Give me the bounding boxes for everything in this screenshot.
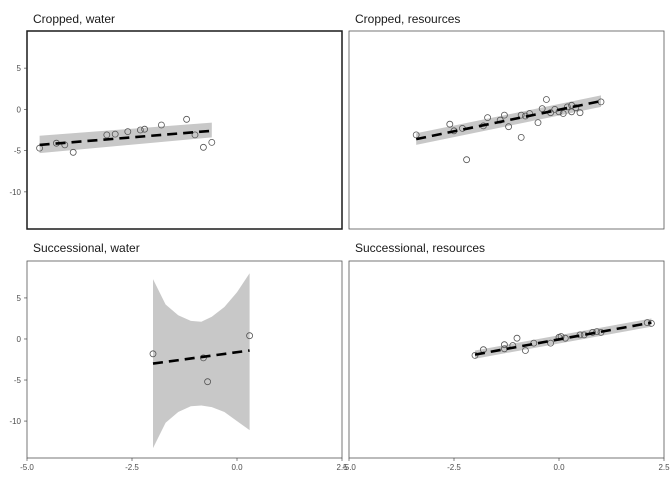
data-point xyxy=(471,351,479,359)
data-point xyxy=(513,334,521,342)
facet-panel-4: Successional, resources -5.0 -2.5 0.0 2.5 xyxy=(342,241,670,472)
data-point xyxy=(559,110,567,117)
data-point xyxy=(199,143,207,151)
data-point xyxy=(589,328,596,336)
data-point xyxy=(208,138,216,146)
y-tick-label: 0 xyxy=(17,105,22,114)
panel-border xyxy=(26,30,343,230)
data-point xyxy=(500,341,508,349)
data-point xyxy=(199,354,207,362)
data-point xyxy=(484,114,492,121)
x-tick-label: 2.5 xyxy=(658,463,670,472)
y-tick-label: 5 xyxy=(17,64,22,73)
fit-line xyxy=(474,321,652,356)
panel-border xyxy=(348,260,665,459)
data-point xyxy=(463,156,471,164)
facet-panel-2: Cropped, resources xyxy=(348,12,665,230)
data-point xyxy=(111,130,119,138)
data-point xyxy=(543,96,550,103)
data-point xyxy=(572,104,580,112)
data-point xyxy=(500,111,508,119)
data-point xyxy=(149,350,157,358)
data-point xyxy=(547,339,554,347)
data-point xyxy=(69,148,77,156)
facet-title: Cropped, resources xyxy=(355,12,460,26)
x-tick-label: 0.0 xyxy=(553,463,565,472)
data-point xyxy=(191,131,199,139)
facet-title: Cropped, water xyxy=(33,12,115,26)
data-point xyxy=(446,120,454,128)
y-tick-label: 0 xyxy=(17,335,22,344)
fit-line xyxy=(39,129,212,147)
facet-title: Successional, water xyxy=(33,241,140,255)
data-point xyxy=(522,347,529,354)
data-point xyxy=(517,133,525,141)
x-tick-label: 2.5 xyxy=(336,463,348,472)
facet-panel-1: Cropped, water 5 0 -5 -10 xyxy=(9,12,343,230)
y-tick-label: -10 xyxy=(9,188,21,197)
x-tick-label: -2.5 xyxy=(125,463,139,472)
panel-border xyxy=(348,30,665,230)
data-point xyxy=(157,121,165,129)
data-point xyxy=(246,332,254,340)
data-point xyxy=(568,108,575,116)
data-point xyxy=(576,109,584,117)
x-tick-label: -5.0 xyxy=(342,463,356,472)
facet-title: Successional, resources xyxy=(355,241,485,255)
data-point xyxy=(136,126,144,134)
data-point xyxy=(564,103,571,111)
y-tick-label: 5 xyxy=(17,294,22,303)
y-tick-label: -5 xyxy=(14,147,22,156)
facet-panel-3: Successional, water 5 0 -5 -10 -5.0 -2.5 0.0 2.5 xyxy=(9,241,348,472)
y-tick-label: -5 xyxy=(14,376,22,385)
x-tick-label: -5.0 xyxy=(20,463,34,472)
fit-line xyxy=(152,349,250,365)
confidence-band xyxy=(416,95,601,145)
data-point xyxy=(517,111,525,119)
data-point xyxy=(204,378,212,386)
confidence-band xyxy=(153,273,250,449)
data-point xyxy=(124,128,132,136)
panel-border xyxy=(26,260,343,459)
x-tick-label: 0.0 xyxy=(231,463,243,472)
y-tick-label: -10 xyxy=(9,417,21,426)
data-point xyxy=(505,123,513,131)
x-tick-label: -2.5 xyxy=(447,463,461,472)
data-point xyxy=(534,119,542,126)
data-point xyxy=(530,339,538,347)
data-point xyxy=(538,105,546,112)
data-point xyxy=(141,125,149,133)
data-point xyxy=(36,144,43,152)
data-point xyxy=(183,115,191,123)
data-point xyxy=(103,131,111,139)
data-point xyxy=(593,328,601,336)
